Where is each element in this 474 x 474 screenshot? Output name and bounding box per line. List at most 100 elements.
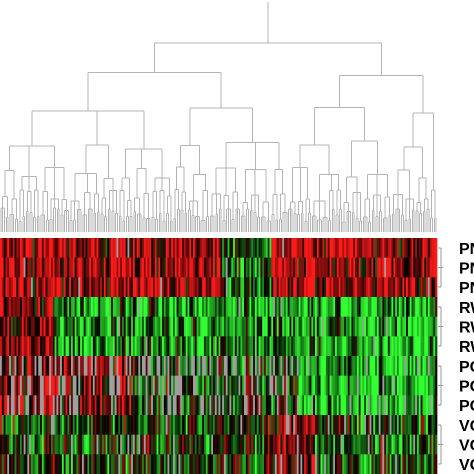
heatmap-cell	[380, 356, 383, 377]
heatmap-cell	[216, 415, 219, 436]
heatmap-cell	[400, 434, 403, 455]
heatmap-cell	[242, 454, 245, 474]
row-label: VC	[459, 457, 474, 474]
heatmap-cell	[56, 375, 59, 396]
heatmap-cell	[60, 454, 63, 474]
heatmap-cell	[30, 395, 34, 416]
heatmap-cell	[98, 297, 101, 318]
heatmap-cell	[325, 356, 329, 377]
heatmap-cell	[365, 415, 369, 436]
heatmap-cell	[1, 316, 4, 337]
heatmap-cell	[32, 395, 35, 416]
heatmap-cell	[94, 238, 97, 259]
heatmap-cell	[25, 434, 28, 455]
heatmap-cell	[152, 257, 156, 278]
heatmap-cell	[245, 415, 248, 436]
heatmap-cell	[322, 454, 325, 474]
heatmap-cell	[409, 297, 412, 318]
heatmap-cell	[349, 375, 352, 396]
heatmap-cell	[243, 415, 247, 436]
heatmap-cell	[253, 454, 256, 474]
heatmap-cell	[253, 434, 256, 455]
heatmap-cell	[203, 395, 207, 416]
heatmap-cell	[89, 415, 92, 436]
heatmap-cell	[243, 277, 247, 298]
heatmap-cell	[185, 454, 188, 474]
heatmap-cell	[180, 375, 183, 396]
heatmap-cell	[325, 454, 329, 474]
heatmap-cell	[382, 336, 385, 357]
heatmap-cell	[200, 316, 203, 337]
heatmap-cell	[406, 375, 409, 396]
heatmap-cell	[371, 336, 374, 357]
heatmap-cell	[211, 297, 214, 318]
heatmap-cell	[273, 257, 276, 278]
heatmap-cell	[213, 434, 216, 455]
heatmap-cell	[116, 238, 119, 259]
heatmap-cell	[254, 375, 258, 396]
heatmap-cell	[413, 395, 416, 416]
heatmap-cell	[380, 297, 383, 318]
heatmap-cell	[254, 316, 258, 337]
heatmap-cell	[54, 356, 57, 377]
heatmap-cell	[116, 454, 119, 474]
heatmap-cell	[211, 356, 214, 377]
heatmap-cell	[61, 336, 65, 357]
heatmap-cell	[249, 375, 252, 396]
heatmap-cell	[307, 336, 310, 357]
heatmap-cell	[207, 375, 210, 396]
heatmap-cell	[324, 297, 327, 318]
heatmap-cell	[367, 395, 370, 416]
heatmap-cell	[336, 375, 340, 396]
heatmap-cell	[25, 356, 28, 377]
heatmap-cell	[40, 415, 43, 436]
heatmap-cell	[61, 297, 65, 318]
heatmap-cell	[378, 238, 381, 259]
heatmap-cell	[40, 434, 43, 455]
heatmap-cell	[384, 238, 387, 259]
heatmap-cell	[89, 316, 92, 337]
heatmap-cell	[409, 336, 412, 357]
heatmap-cell	[427, 375, 431, 396]
heatmap-cell	[32, 375, 35, 396]
heatmap-cell	[344, 375, 347, 396]
heatmap-cell	[61, 277, 65, 298]
heatmap-cell	[216, 395, 219, 416]
heatmap-cell	[203, 336, 207, 357]
heatmap-cell	[307, 375, 310, 396]
heatmap-cell	[182, 395, 185, 416]
heatmap-cell	[243, 297, 247, 318]
heatmap-cell	[409, 356, 412, 377]
heatmap-cell	[220, 316, 223, 337]
heatmap-cell	[260, 415, 263, 436]
heatmap-cell	[118, 257, 121, 278]
heatmap-cell	[20, 336, 23, 357]
heatmap-cell	[176, 395, 179, 416]
heatmap-cell	[229, 454, 232, 474]
heatmap-cell	[349, 336, 352, 357]
heatmap-cell	[262, 238, 265, 259]
heatmap-cell	[213, 316, 216, 337]
heatmap-cell	[207, 454, 210, 474]
heatmap-cell	[12, 316, 15, 337]
heatmap-cell	[67, 336, 70, 357]
heatmap-cell	[234, 297, 238, 318]
heatmap-cell	[307, 415, 310, 436]
heatmap-cell	[387, 434, 391, 455]
heatmap-cell	[176, 336, 179, 357]
heatmap-cell	[41, 336, 45, 357]
heatmap-cell	[3, 277, 6, 298]
heatmap-cell	[243, 454, 247, 474]
heatmap-cell	[9, 434, 12, 455]
heatmap-cell	[269, 316, 272, 337]
heatmap-cell	[273, 277, 276, 298]
heatmap-cell	[260, 375, 263, 396]
heatmap-cell	[242, 297, 245, 318]
heatmap-cell	[218, 238, 221, 259]
heatmap-cell	[194, 277, 197, 298]
heatmap-cell	[114, 395, 117, 416]
heatmap-cell	[402, 375, 405, 396]
heatmap-cell	[105, 257, 108, 278]
heatmap-cell	[333, 434, 336, 455]
heatmap-cell	[9, 454, 12, 474]
